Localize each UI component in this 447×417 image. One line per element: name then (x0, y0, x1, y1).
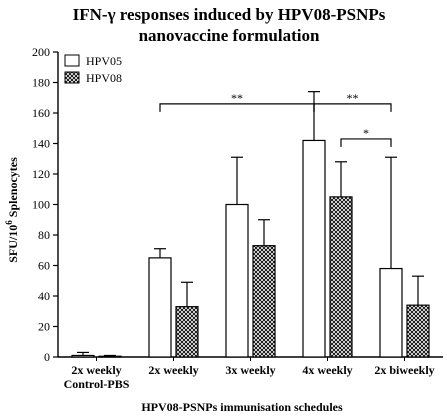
legend: HPV05 HPV08 (64, 54, 122, 85)
y-axis-label-rest: Splenocytes (6, 157, 20, 220)
bar-hpv08 (406, 304, 430, 358)
bar-hpv05 (148, 257, 172, 358)
bar-hpv08 (175, 306, 199, 358)
significance-bracket (313, 103, 392, 112)
significance-bracket (340, 138, 392, 147)
x-tick-label: 4x weekly (302, 363, 352, 377)
x-tick-label: 2x weekly (148, 363, 198, 377)
y-tick-label: 0 (44, 350, 50, 364)
y-tick-label: 60 (38, 259, 50, 273)
significance-label: ** (347, 91, 359, 105)
chart-title-line-1: IFN-γ responses induced by HPV08-PSNPs (73, 5, 386, 24)
y-tick-label: 200 (32, 45, 50, 59)
y-tick-label: 180 (32, 76, 50, 90)
bar-hpv05 (71, 354, 95, 358)
x-tick-label: 3x weekly (225, 363, 275, 377)
bar-hpv08 (329, 196, 353, 358)
y-tick-label: 40 (38, 289, 50, 303)
x-tick-label: 2x weekly (71, 363, 121, 377)
legend-swatch-hpv05 (64, 54, 80, 67)
significance-label: ** (231, 91, 243, 105)
legend-label-hpv08: HPV08 (86, 71, 122, 85)
y-tick-label: 140 (32, 137, 50, 151)
legend-swatch-hpv08 (64, 71, 80, 84)
bar-hpv08 (252, 245, 276, 358)
bar-hpv05 (225, 203, 249, 358)
x-tick-label: Control-PBS (64, 377, 130, 391)
y-axis-label: SFU/106 Splenocytes (4, 157, 20, 263)
bar-hpv05 (379, 267, 403, 358)
y-axis-label-main: SFU/10 (6, 225, 20, 263)
y-tick-label: 120 (32, 167, 50, 181)
y-tick-label: 20 (38, 320, 50, 334)
bar-hpv08 (98, 355, 122, 358)
y-tick-label: 100 (32, 198, 50, 212)
y-tick-label: 160 (32, 106, 50, 120)
significance-bracket (159, 103, 315, 112)
chart-title-line-2: nanovaccine formulation (139, 26, 320, 45)
significance-label: * (363, 126, 369, 140)
x-tick-label: 2x biweekly (374, 363, 434, 377)
bar-hpv05 (302, 139, 326, 358)
y-axis-label-superscript: 6 (4, 220, 14, 225)
y-tick-label: 80 (38, 228, 50, 242)
x-axis-label: HPV08-PSNPs immunisation schedules (141, 400, 343, 414)
legend-label-hpv05: HPV05 (86, 54, 122, 68)
